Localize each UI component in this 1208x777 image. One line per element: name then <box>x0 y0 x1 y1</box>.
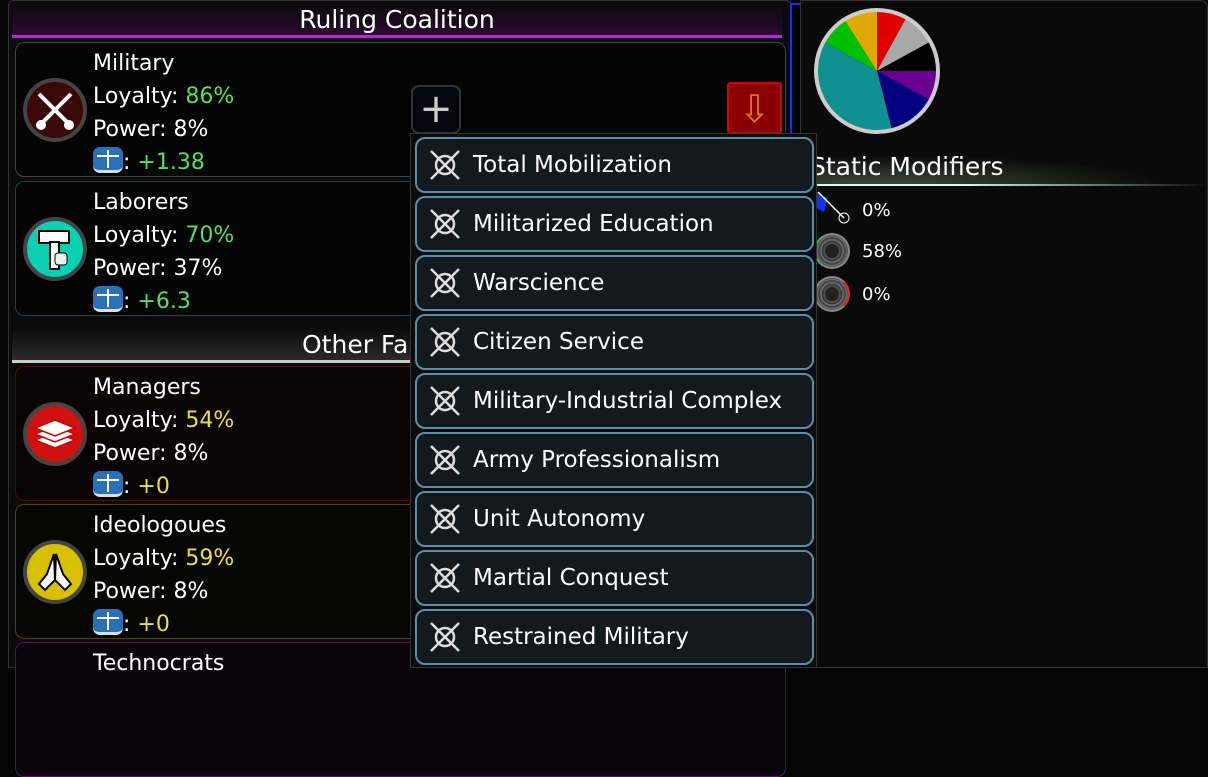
loyalty-label: Loyalty: <box>93 408 186 433</box>
policy-label: Army Professionalism <box>473 447 721 473</box>
power-value: 37% <box>173 256 223 281</box>
jet-tank-icon <box>423 143 467 187</box>
policy-option[interactable]: Army Professionalism <box>415 432 814 488</box>
gear-swords-icon <box>423 379 467 423</box>
pie-rim <box>814 8 940 134</box>
balance-scale-icon <box>93 147 123 173</box>
power-label: Power: <box>93 117 174 142</box>
red-dial-icon <box>814 276 850 312</box>
policy-option[interactable]: Militarized Education <box>415 196 814 252</box>
policy-label: Martial Conquest <box>473 565 669 591</box>
power-value: 8% <box>173 441 209 466</box>
balance-scale-icon <box>93 286 123 312</box>
demote-faction-button[interactable]: ⇩ <box>727 82 782 134</box>
power-value: 8% <box>173 117 209 142</box>
loyalty-label: Loyalty: <box>93 84 186 109</box>
policy-label: Warscience <box>473 270 605 296</box>
balance-scale-icon <box>93 471 123 497</box>
loyalty-label: Loyalty: <box>93 546 186 571</box>
policy-label: Militarized Education <box>473 211 714 237</box>
heart-swords-icon <box>423 438 467 482</box>
faction-name: Managers <box>93 375 201 400</box>
gear-flask-icon <box>423 261 467 305</box>
faction-name: Military <box>93 51 175 76</box>
praying-hands-icon <box>23 540 87 604</box>
balance-scale-icon <box>93 609 123 635</box>
policy-label: Military-Industrial Complex <box>473 388 783 414</box>
grad-cap-swords-icon <box>423 202 467 246</box>
policy-dropdown: Total Mobilization Militarized Education W… <box>410 133 817 668</box>
power-label: Power: <box>93 441 174 466</box>
power-pie-chart <box>814 8 940 134</box>
balance-delta: +0 <box>137 612 170 637</box>
policy-label: Citizen Service <box>473 329 644 355</box>
policy-label: Total Mobilization <box>473 152 672 178</box>
colon: : <box>123 150 138 175</box>
pie-slice <box>877 71 937 100</box>
colon: : <box>123 289 138 314</box>
balance-delta: +1.38 <box>137 150 205 175</box>
hammer-fist-icon <box>23 217 87 281</box>
policy-option[interactable]: Military-Industrial Complex <box>415 373 814 429</box>
policy-option[interactable]: Restrained Military <box>415 609 814 665</box>
policy-option[interactable]: Citizen Service <box>415 314 814 370</box>
balance-delta: +0 <box>137 474 170 499</box>
pie-slice <box>824 20 877 71</box>
shield-sword-icon <box>423 497 467 541</box>
pie-slice <box>844 11 877 71</box>
pie-slice <box>817 42 892 131</box>
loyalty-label: Loyalty: <box>93 223 186 248</box>
policy-label: Restrained Military <box>473 624 689 650</box>
loyalty-value: 59% <box>185 546 235 571</box>
loyalty-value: 54% <box>185 408 235 433</box>
pie-slice <box>877 42 937 71</box>
ruling-coalition-header: Ruling Coalition <box>12 2 782 38</box>
faction-name: Ideologoues <box>93 513 227 538</box>
modifier-value: 0% <box>862 283 891 305</box>
faction-name: Laborers <box>93 190 189 215</box>
modifier-value: 58% <box>862 240 903 262</box>
star-burst-icon <box>423 556 467 600</box>
policy-option[interactable]: Unit Autonomy <box>415 491 814 547</box>
policy-option[interactable]: Martial Conquest <box>415 550 814 606</box>
faction-name: Technocrats <box>93 651 225 676</box>
add-policy-button[interactable]: + <box>411 85 461 134</box>
flag-fist-icon <box>814 190 850 231</box>
policy-label: Unit Autonomy <box>473 506 646 532</box>
static-modifiers-header: Static Modifiers <box>800 150 1208 186</box>
pie-slice <box>877 71 930 130</box>
pie-slice <box>877 18 930 71</box>
people-icon <box>423 320 467 364</box>
colon: : <box>123 612 138 637</box>
power-label: Power: <box>93 256 174 281</box>
balance-delta: +6.3 <box>137 289 191 314</box>
modifier-value: 0% <box>862 200 891 221</box>
policy-option[interactable]: Warscience <box>415 255 814 311</box>
policy-option[interactable]: Total Mobilization <box>415 137 814 193</box>
crossed-swords-icon <box>23 78 87 142</box>
colon: : <box>123 474 138 499</box>
paper-stack-icon <box>23 402 87 466</box>
pie-slice <box>877 11 906 71</box>
loyalty-value: 70% <box>185 223 235 248</box>
loyalty-value: 86% <box>185 84 235 109</box>
locked-swords-icon <box>423 615 467 659</box>
power-value: 8% <box>173 579 209 604</box>
green-dial-icon <box>814 233 850 269</box>
power-label: Power: <box>93 579 174 604</box>
